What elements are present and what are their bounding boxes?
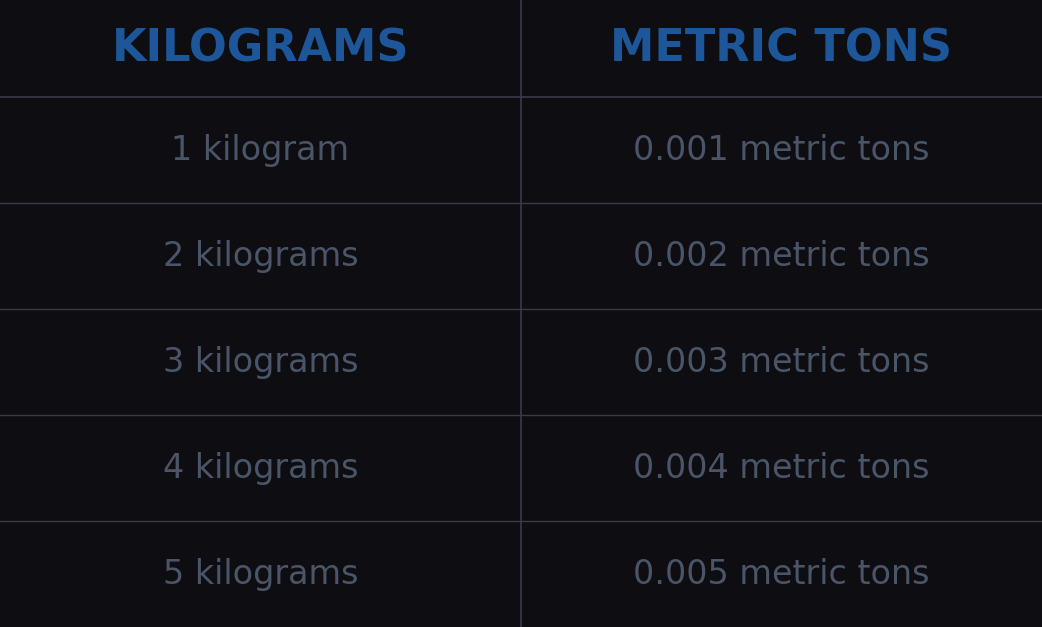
- Text: 0.003 metric tons: 0.003 metric tons: [634, 345, 929, 379]
- Text: 4 kilograms: 4 kilograms: [163, 451, 358, 485]
- Text: 0.002 metric tons: 0.002 metric tons: [634, 240, 929, 273]
- Text: KILOGRAMS: KILOGRAMS: [111, 27, 410, 70]
- Text: 3 kilograms: 3 kilograms: [163, 345, 358, 379]
- Text: 5 kilograms: 5 kilograms: [163, 557, 358, 591]
- Text: 1 kilogram: 1 kilogram: [172, 134, 349, 167]
- Text: 2 kilograms: 2 kilograms: [163, 240, 358, 273]
- Text: 0.004 metric tons: 0.004 metric tons: [634, 451, 929, 485]
- Text: 0.005 metric tons: 0.005 metric tons: [634, 557, 929, 591]
- Text: METRIC TONS: METRIC TONS: [611, 27, 952, 70]
- Text: 0.001 metric tons: 0.001 metric tons: [634, 134, 929, 167]
